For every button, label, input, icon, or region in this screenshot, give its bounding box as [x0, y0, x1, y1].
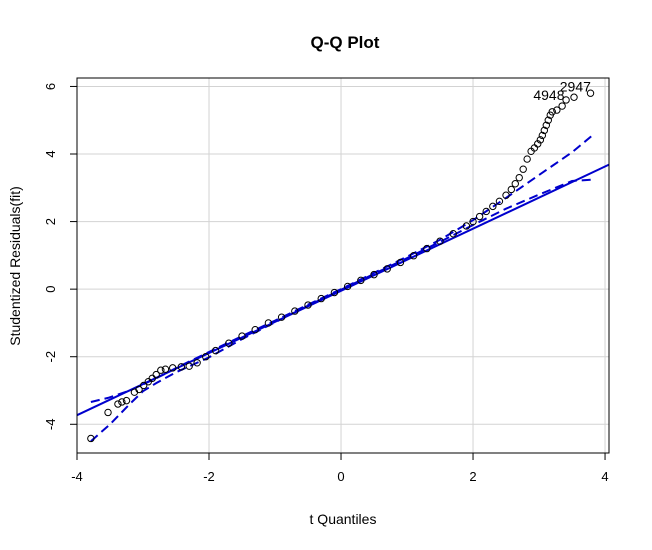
data-point	[193, 359, 201, 367]
data-point	[383, 265, 391, 273]
data-point	[462, 222, 471, 230]
data-point	[449, 230, 457, 238]
point-label: 2947	[560, 79, 591, 95]
y-tick-label: 0	[43, 286, 58, 293]
data-point	[177, 363, 185, 371]
data-point	[489, 202, 497, 211]
data-point	[238, 332, 246, 340]
data-point	[495, 197, 504, 206]
x-axis-label: t Quantiles	[310, 511, 377, 527]
data-point	[475, 212, 484, 221]
data-point	[277, 313, 286, 321]
x-tick-label: 4	[601, 469, 608, 484]
x-tick-label: -2	[203, 469, 215, 484]
data-point	[139, 381, 148, 390]
y-tick-label: -4	[43, 419, 58, 431]
data-point	[202, 353, 210, 361]
data-point	[511, 180, 519, 188]
data-point	[423, 244, 431, 253]
y-axis-label: Studentized Residuals(fit)	[7, 186, 23, 346]
data-point	[104, 408, 112, 417]
data-point	[544, 116, 552, 124]
data-point	[542, 121, 550, 129]
y-tick-label: 4	[43, 150, 58, 157]
y-tick-label: 6	[43, 83, 58, 90]
y-tick-label: -2	[43, 351, 58, 363]
data-point	[118, 398, 126, 406]
reference-line	[76, 163, 610, 417]
y-axis: -4 -2 0 2 4 6	[43, 83, 78, 431]
data-point	[540, 126, 549, 135]
x-axis: -4 -2 0 2 4	[71, 452, 609, 484]
data-point	[469, 217, 477, 226]
data-point	[507, 185, 516, 194]
data-point	[161, 365, 170, 373]
data-point	[553, 106, 561, 114]
data-point	[482, 207, 490, 216]
chart-title: Q-Q Plot	[311, 33, 380, 52]
data-point	[548, 108, 556, 116]
data-point	[251, 325, 259, 334]
data-point	[169, 364, 177, 372]
grid-lines	[76, 78, 609, 453]
data-point	[185, 362, 193, 370]
x-tick-label: 2	[469, 469, 476, 484]
data-point	[148, 374, 156, 383]
data-point	[122, 396, 131, 405]
data-point	[370, 270, 378, 279]
data-point	[502, 191, 510, 199]
data-point	[225, 339, 233, 347]
data-point	[264, 319, 273, 327]
data-point	[291, 307, 299, 315]
data-point	[343, 282, 352, 291]
data-point	[87, 434, 95, 443]
data-point	[135, 385, 143, 394]
data-point	[523, 155, 531, 163]
data-point	[396, 258, 405, 267]
data-points	[87, 89, 595, 443]
data-point	[330, 288, 339, 297]
data-point	[515, 173, 523, 182]
data-point	[538, 131, 547, 140]
data-point	[211, 346, 220, 355]
data-point	[519, 165, 527, 173]
x-tick-label: -4	[71, 469, 83, 484]
data-point	[317, 294, 325, 303]
point-label: 4948	[533, 87, 564, 103]
data-point	[357, 276, 365, 285]
data-point	[152, 370, 160, 379]
data-point	[114, 400, 122, 408]
data-point	[157, 366, 165, 374]
reference-line-group	[76, 163, 610, 417]
data-point	[409, 252, 418, 260]
data-point	[436, 237, 444, 245]
plot-frame	[76, 77, 610, 454]
data-point	[304, 301, 312, 309]
data-point	[562, 96, 570, 104]
x-tick-label: 0	[337, 469, 344, 484]
data-point	[536, 136, 545, 144]
data-point	[586, 89, 595, 97]
data-point	[558, 102, 566, 110]
data-point	[570, 93, 578, 101]
y-tick-label: 2	[43, 218, 58, 225]
